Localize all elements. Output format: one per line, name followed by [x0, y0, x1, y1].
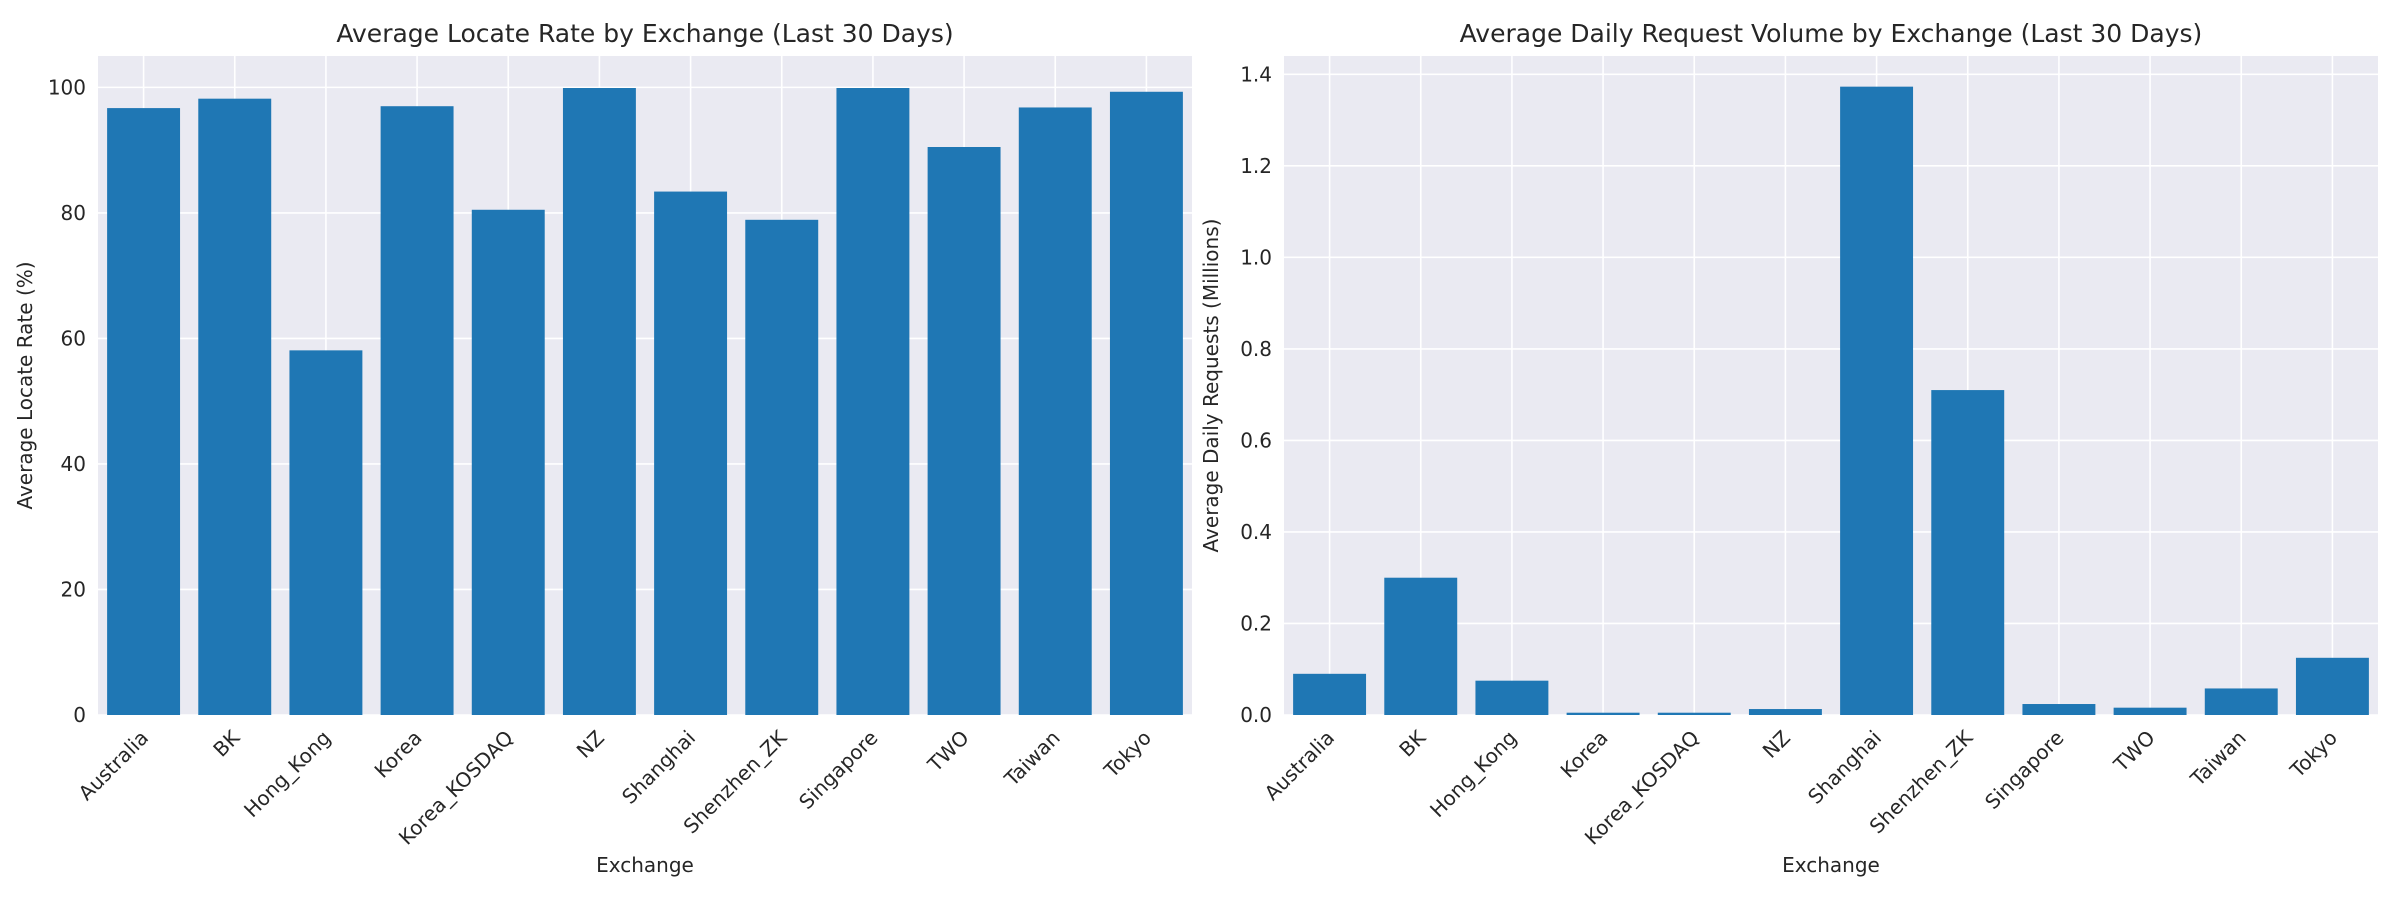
locate-rate-bar	[198, 98, 272, 715]
locate-rate-x-tick-label: TWO	[922, 726, 973, 777]
locate-rate-y-tick-label: 60	[61, 326, 86, 350]
request-volume-x-tick-label: Tokyo	[2285, 726, 2342, 783]
locate-rate-x-tick-label: Korea	[370, 726, 427, 783]
locate-rate-bar	[927, 147, 1001, 715]
request-volume-grid	[1284, 56, 2378, 716]
locate-rate-x-axis-label: Exchange	[596, 853, 694, 877]
request-volume-y-tick-label: 1.2	[1240, 154, 1272, 178]
request-volume-bar	[2113, 707, 2187, 715]
request-volume-bar	[2022, 704, 2096, 715]
locate-rate-bar	[471, 209, 545, 715]
request-volume-chart: 0.0 0.2 0.4 0.6 0.8 1.0 1.2 1.4 Australia BKHong…	[1199, 19, 2378, 877]
request-volume-y-axis-label: Average Daily Requests (Millions)	[1199, 219, 1223, 553]
request-volume-bar	[1748, 709, 1822, 715]
locate-rate-y-tick-label: 0	[73, 703, 86, 727]
request-volume-x-tick-label: NZ	[1758, 726, 1795, 763]
locate-rate-y-tick-label: 100	[48, 75, 86, 99]
request-volume-x-tick-label: Shanghai	[1803, 726, 1886, 809]
request-volume-bar	[1384, 577, 1458, 715]
locate-rate-bar	[836, 88, 910, 716]
request-volume-bar	[1475, 680, 1549, 715]
request-volume-bar	[2204, 688, 2278, 715]
request-volume-bar	[1293, 673, 1367, 715]
request-volume-y-tick-label: 0.8	[1240, 337, 1272, 361]
request-volume-y-tick-label: 1.4	[1240, 62, 1272, 86]
locate-rate-y-tick-label: 40	[61, 452, 86, 476]
request-volume-y-tick-label: 0.2	[1240, 611, 1272, 635]
locate-rate-chart-title: Average Locate Rate by Exchange (Last 30…	[336, 19, 953, 48]
request-volume-bars	[1293, 86, 2369, 715]
locate-rate-bar	[107, 108, 181, 715]
request-volume-y-tick-label: 0.4	[1240, 520, 1272, 544]
locate-rate-bar	[380, 106, 454, 715]
locate-rate-y-axis-label: Average Locate Rate (%)	[13, 261, 37, 509]
locate-rate-x-tick-label: Hong_Kong	[239, 726, 335, 822]
locate-rate-y-tick-label: 80	[61, 201, 86, 225]
locate-rate-plot-area	[98, 56, 1192, 715]
locate-rate-x-tick-label: Tokyo	[1099, 726, 1156, 783]
request-volume-bar	[1566, 712, 1640, 715]
locate-rate-x-tick-label: Shanghai	[617, 726, 700, 809]
request-volume-x-axis-label: Exchange	[1782, 853, 1880, 877]
locate-rate-x-tick-label: Taiwan	[999, 726, 1065, 792]
request-volume-bar	[1931, 390, 2005, 715]
request-volume-y-tick-label: 0.6	[1240, 428, 1272, 452]
locate-rate-x-tick-label: Australia	[74, 726, 154, 806]
locate-rate-y-tick-label: 20	[61, 577, 86, 601]
locate-rate-bar	[289, 350, 363, 715]
request-volume-x-tick-label: TWO	[2108, 726, 2159, 777]
locate-rate-bar	[562, 88, 636, 716]
request-volume-x-tick-label: Singapore	[1980, 726, 2068, 814]
request-volume-y-tick-label: 0.0	[1240, 703, 1272, 727]
request-volume-x-tick-label: Taiwan	[2185, 726, 2251, 792]
locate-rate-bar	[1109, 91, 1183, 715]
locate-rate-y-ticks: 0 20 40 60 80 100	[48, 75, 86, 727]
request-volume-y-ticks: 0.0 0.2 0.4 0.6 0.8 1.0 1.2 1.4	[1240, 62, 1272, 727]
request-volume-bar	[2295, 657, 2369, 715]
request-volume-bar	[1840, 86, 1914, 715]
request-volume-chart-title: Average Daily Request Volume by Exchange…	[1460, 19, 2203, 48]
request-volume-x-tick-label: Australia	[1260, 726, 1340, 806]
locate-rate-x-tick-label: Singapore	[794, 726, 882, 814]
locate-rate-bar	[654, 191, 728, 715]
request-volume-y-tick-label: 1.0	[1240, 245, 1272, 269]
locate-rate-bars	[107, 88, 1183, 716]
request-volume-x-tick-label: Korea	[1556, 726, 1613, 783]
locate-rate-x-tick-label: NZ	[572, 726, 609, 763]
request-volume-bar	[1657, 712, 1731, 715]
request-volume-x-tick-label: Hong_Kong	[1425, 726, 1521, 822]
locate-rate-bar	[1018, 107, 1092, 715]
locate-rate-x-tick-label: BK	[208, 725, 245, 762]
locate-rate-bar	[745, 219, 819, 715]
request-volume-x-tick-label: BK	[1394, 725, 1431, 762]
